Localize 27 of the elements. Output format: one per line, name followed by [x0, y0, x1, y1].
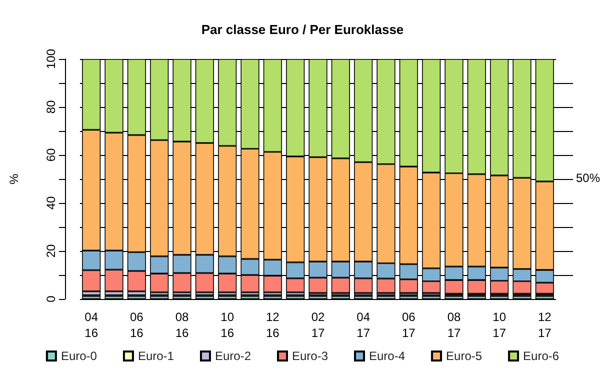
x-tick-label: 10 17: [492, 310, 506, 340]
legend-label: Euro-2: [214, 349, 252, 363]
legend-label: Euro-3: [292, 349, 328, 363]
x-tick-label: 02 17: [311, 310, 325, 340]
x-tick-label: 12 17: [538, 310, 552, 340]
x-tick-label: 12 16: [266, 310, 280, 340]
y-tick-label: 100: [44, 48, 58, 70]
x-tick-label: 08 16: [175, 310, 189, 340]
y-axis-title: %: [7, 173, 21, 184]
y-tick-label: 0: [44, 295, 58, 302]
x-tick-label: 06 17: [402, 310, 416, 340]
x-tick-label: 06 16: [130, 310, 144, 340]
y-tick-label: 80: [44, 100, 58, 114]
chart-title: Par classe Euro / Per Euroklasse: [201, 22, 404, 37]
y-tick-label: 40: [44, 196, 58, 210]
y-tick-label: 20: [44, 244, 58, 258]
x-tick-label: 04 17: [356, 310, 370, 340]
x-tick-label: 10 16: [220, 310, 234, 340]
legend-label: Euro-6: [523, 349, 560, 363]
text: 50%: [576, 171, 600, 185]
y-tick-label: 60: [44, 148, 58, 162]
legend-label: Euro-5: [446, 349, 482, 363]
x-tick-label: 08 17: [447, 310, 461, 340]
x-tick-label: 04 16: [84, 310, 98, 340]
legend-label: Euro-0: [60, 349, 98, 363]
legend-label: Euro-4: [369, 349, 406, 363]
legend-label: Euro-1: [138, 349, 174, 363]
